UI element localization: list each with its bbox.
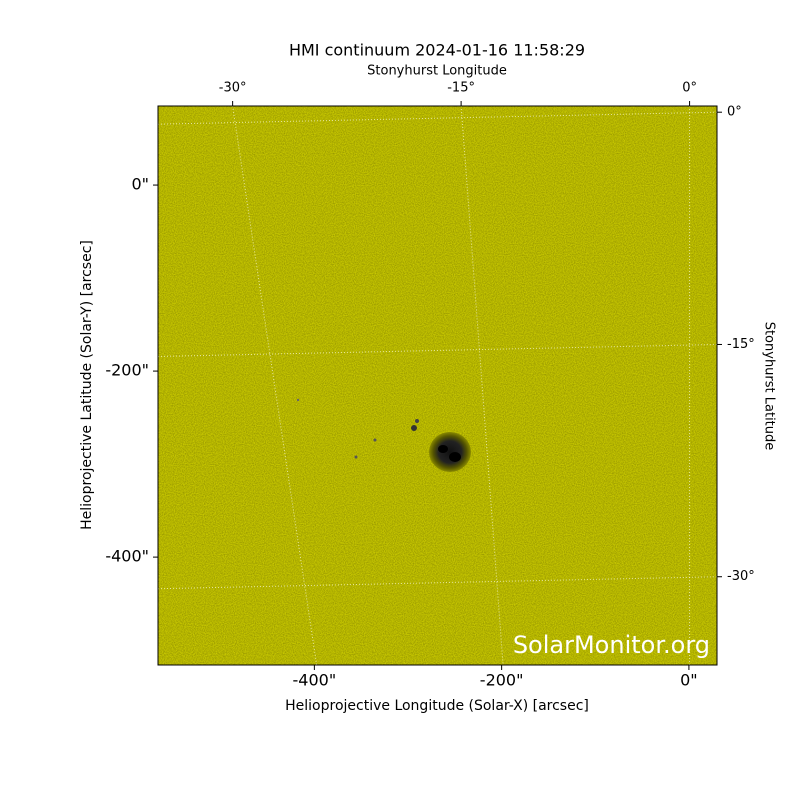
y2-tick-label: -30° (727, 569, 755, 584)
y2-grid-line (158, 111, 717, 125)
x-tick-label: 0" (680, 671, 698, 690)
y2-grid-line (158, 576, 717, 590)
y2-axis-label: Stonyhurst Latitude (762, 322, 777, 451)
axes-frame (157, 105, 718, 666)
watermark: SolarMonitor.org (513, 631, 710, 659)
y2-tick-label: -15° (727, 337, 755, 352)
y-tick-label: -400" (105, 547, 149, 566)
y-tick-label: -200" (105, 361, 149, 380)
x-tick-label: -200" (480, 671, 524, 690)
x-axis-label: Helioprojective Longitude (Solar-X) [arc… (285, 698, 589, 714)
chart-title: HMI continuum 2024-01-16 11:58:29 (289, 41, 585, 60)
sunspot (296, 398, 471, 472)
y2-grid-line (158, 343, 717, 357)
x2-grid-line (460, 106, 504, 665)
y-axis-label: Helioprojective Latitude (Solar-Y) [arcs… (79, 240, 95, 530)
x2-tick-label: 0° (682, 81, 697, 96)
x-tick-label: -400" (293, 671, 337, 690)
x2-tick-label: -15° (447, 81, 475, 96)
y-tick-label: 0" (131, 175, 149, 194)
y2-tick-label: 0° (727, 105, 742, 120)
x2-tick-label: -30° (219, 81, 247, 96)
x2-grid-line (232, 106, 318, 665)
grid (158, 106, 717, 665)
image-texture (158, 106, 717, 665)
x2-axis-label: Stonyhurst Longitude (367, 64, 507, 79)
